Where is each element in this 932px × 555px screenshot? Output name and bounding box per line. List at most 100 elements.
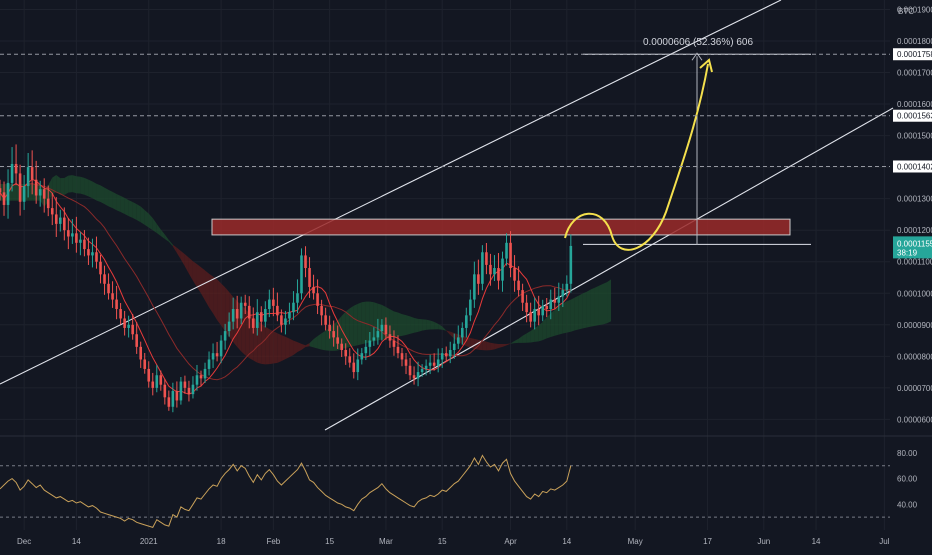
x-tick-label: Jul — [879, 537, 889, 546]
candle-body — [83, 239, 86, 250]
price-marker-label: 0.0001563 — [897, 112, 932, 121]
cloud-segment — [253, 317, 258, 363]
candle-body — [107, 283, 110, 294]
candle-body — [424, 365, 428, 369]
y-tick-label: 0.0001200 — [897, 226, 932, 235]
candle-body — [167, 397, 171, 407]
candle-body — [356, 359, 360, 373]
cloud-segment — [124, 197, 129, 217]
candle-body — [300, 255, 303, 294]
candle-body — [304, 255, 307, 269]
resistance-zone — [211, 218, 791, 236]
candle-body — [276, 305, 279, 316]
cloud-segment — [205, 270, 210, 308]
candle-body — [565, 283, 569, 291]
y-tick-label: 0.0000700 — [897, 384, 932, 393]
candle-body — [219, 340, 223, 357]
candle-body — [485, 252, 488, 265]
candle-body — [529, 312, 532, 322]
candle-body — [288, 312, 291, 319]
cloud-segment — [402, 314, 407, 336]
candle-body — [360, 353, 364, 360]
candle-body — [344, 350, 348, 357]
cloud-segment — [546, 313, 551, 339]
cloud-segment — [482, 340, 487, 351]
cloud-segment — [317, 333, 322, 350]
cloud-segment — [76, 176, 81, 194]
cloud-segment — [410, 316, 415, 334]
candle-body — [533, 309, 536, 322]
candle-body — [143, 359, 147, 369]
candle-body — [30, 167, 34, 180]
candle-body — [38, 189, 42, 196]
cloud-segment — [281, 335, 286, 362]
cloud-segment — [269, 329, 274, 365]
cloud-segment — [148, 213, 153, 231]
cloud-segment — [100, 185, 105, 205]
candle-body — [557, 296, 561, 303]
price-marker-label: 0.0001402 — [897, 162, 932, 171]
candle-body — [428, 362, 432, 366]
cloud-segment — [518, 335, 523, 343]
cloud-segment — [52, 175, 57, 195]
candle-body — [251, 318, 255, 328]
cloud-segment — [550, 309, 555, 337]
candle-body — [26, 167, 30, 187]
cloud-segment — [64, 175, 69, 195]
candle-body — [525, 302, 528, 313]
candle-body — [549, 299, 553, 310]
cloud-segment — [60, 178, 65, 196]
candle-body — [477, 274, 480, 284]
candle-body — [456, 337, 460, 344]
candle-body — [340, 343, 343, 351]
candle-body — [392, 340, 396, 347]
candle-body — [376, 331, 380, 338]
rsi-pane — [0, 454, 890, 529]
candle-body — [296, 293, 299, 303]
cloud-segment — [494, 343, 499, 350]
candle-body — [155, 375, 159, 388]
cloud-segment — [92, 181, 97, 201]
candle-body — [95, 252, 98, 262]
cloud-segment — [285, 336, 290, 360]
cloud-segment — [558, 303, 563, 335]
cloud-segment — [156, 223, 161, 236]
cloud-segment — [462, 335, 467, 347]
candle-body — [111, 293, 114, 300]
candle-body — [179, 381, 183, 401]
cloud-segment — [590, 287, 595, 327]
candle-body — [316, 293, 319, 306]
x-tick-label: Mar — [379, 537, 393, 546]
cloud-segment — [217, 279, 222, 326]
candle-body — [400, 353, 404, 360]
cloud-segment — [257, 320, 262, 364]
x-tick-label: Apr — [504, 537, 517, 546]
cloud-segment — [562, 301, 567, 334]
cloud-segment — [341, 311, 346, 350]
cloud-segment — [554, 306, 559, 336]
candles — [0, 144, 573, 413]
candle-body — [239, 302, 243, 319]
cloud-segment — [422, 319, 427, 331]
candle-body — [408, 365, 412, 376]
candle-body — [139, 346, 142, 360]
y-tick-label: 0.0001700 — [897, 69, 932, 78]
candle-body — [497, 268, 500, 281]
cloud-segment — [108, 189, 113, 209]
cloud-segment — [486, 341, 491, 351]
candle-body — [22, 186, 26, 202]
candle-body — [272, 299, 275, 306]
candle-body — [412, 375, 416, 379]
cloud-segment — [542, 317, 547, 341]
cloud-segment — [349, 305, 354, 348]
candle-body — [352, 362, 356, 373]
candle-body — [163, 384, 167, 398]
y-tick-label: 0.0001900 — [897, 5, 932, 14]
x-tick-label: 2021 — [140, 537, 158, 546]
cloud-segment — [506, 343, 511, 346]
price-marker-tag — [893, 160, 932, 173]
candle-body — [545, 305, 549, 310]
x-tick-label: Feb — [266, 537, 280, 546]
candle-body — [91, 252, 94, 256]
